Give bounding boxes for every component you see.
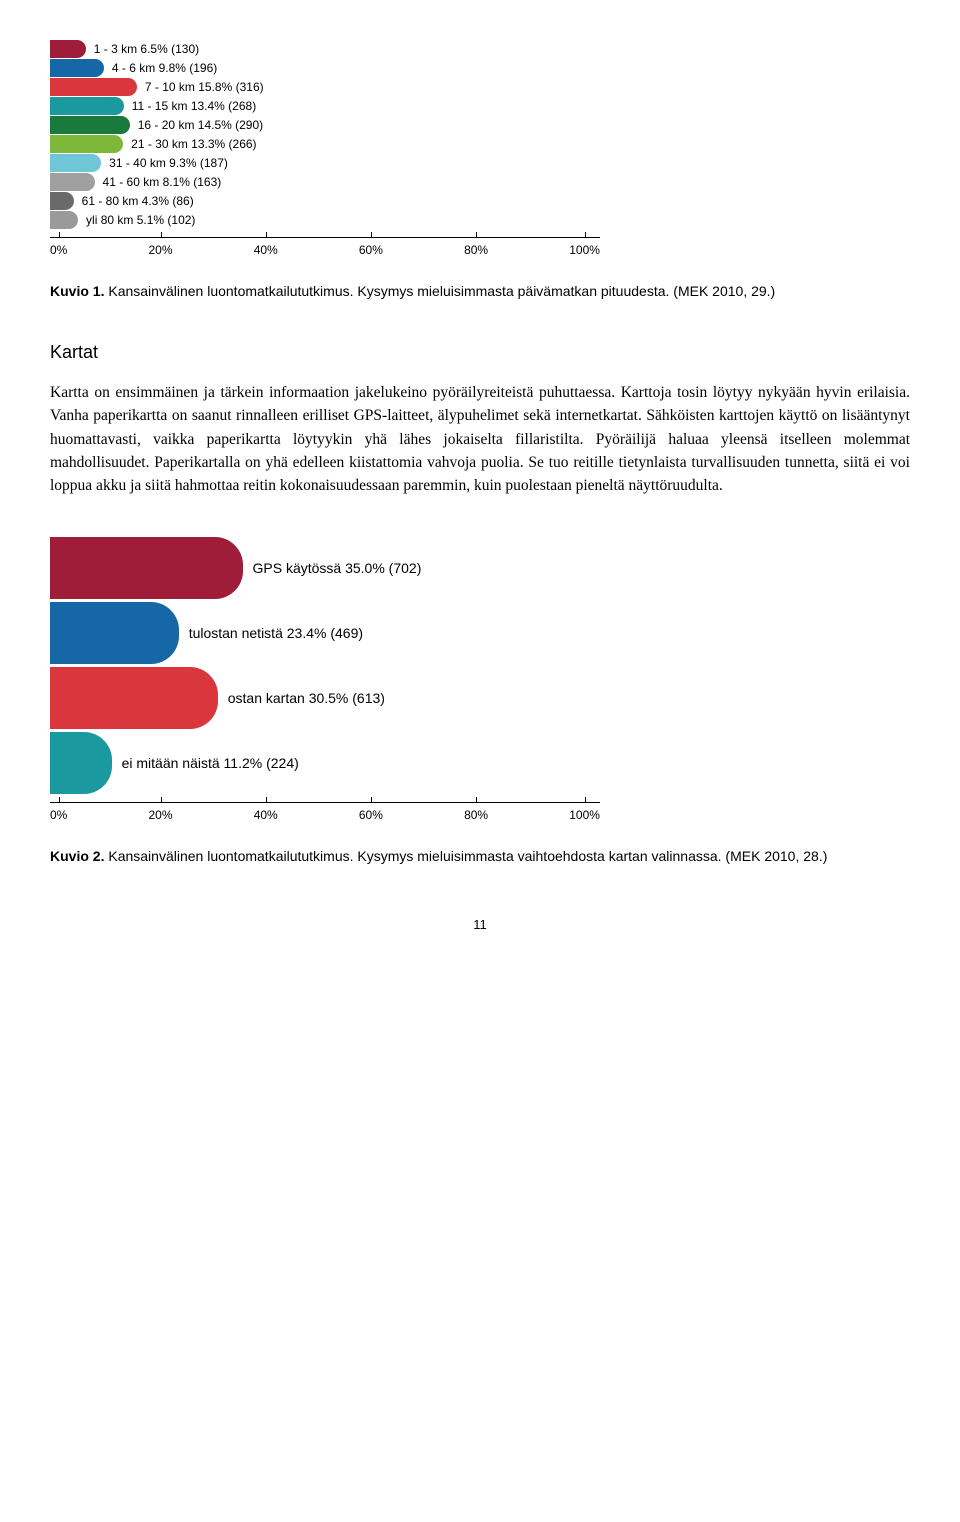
caption2-bold: Kuvio 2. <box>50 848 104 864</box>
caption1: Kuvio 1. Kansainvälinen luontomatkailutu… <box>50 281 910 302</box>
chart1-row-7: 41 - 60 km 8.1% (163) <box>50 173 600 191</box>
chart1-tick-5: 100% <box>569 243 600 257</box>
chart2-label-2: ostan kartan 30.5% (613) <box>228 690 385 706</box>
chart1-row-9: yli 80 km 5.1% (102) <box>50 211 600 229</box>
page-number: 11 <box>50 917 910 932</box>
chart1-label-0: 1 - 3 km 6.5% (130) <box>94 42 199 56</box>
chart2-tick-1: 20% <box>149 808 173 822</box>
chart1-bar-5 <box>50 135 123 153</box>
chart1-label-7: 41 - 60 km 8.1% (163) <box>103 175 222 189</box>
chart1-label-6: 31 - 40 km 9.3% (187) <box>109 156 228 170</box>
chart1-bar-6 <box>50 154 101 172</box>
chart1-bar-9 <box>50 211 78 229</box>
chart1-label-5: 21 - 30 km 13.3% (266) <box>131 137 256 151</box>
caption1-bold: Kuvio 1. <box>50 283 104 299</box>
chart1-tick-3: 60% <box>359 243 383 257</box>
chart1-bars: 1 - 3 km 6.5% (130) 4 - 6 km 9.8% (196) 7 … <box>50 40 600 229</box>
chart2-row-2: ostan kartan 30.5% (613) <box>50 667 600 729</box>
chart1-bar-7 <box>50 173 95 191</box>
chart1-tick-4: 80% <box>464 243 488 257</box>
chart2-tick-3: 60% <box>359 808 383 822</box>
chart1-row-4: 16 - 20 km 14.5% (290) <box>50 116 600 134</box>
chart2-label-0: GPS käytössä 35.0% (702) <box>253 560 422 576</box>
chart1-bar-8 <box>50 192 74 210</box>
chart2-tick-5: 100% <box>569 808 600 822</box>
chart2-bar-3 <box>50 732 112 794</box>
chart2-tick-2: 40% <box>254 808 278 822</box>
chart1-bar-4 <box>50 116 130 134</box>
chart2-bar-2 <box>50 667 218 729</box>
chart1-row-2: 7 - 10 km 15.8% (316) <box>50 78 600 96</box>
chart1-label-9: yli 80 km 5.1% (102) <box>86 213 195 227</box>
chart1: 1 - 3 km 6.5% (130) 4 - 6 km 9.8% (196) 7 … <box>50 40 910 257</box>
chart1-tick-2: 40% <box>254 243 278 257</box>
chart1-label-4: 16 - 20 km 14.5% (290) <box>138 118 263 132</box>
chart2-row-1: tulostan netistä 23.4% (469) <box>50 602 600 664</box>
chart1-row-1: 4 - 6 km 9.8% (196) <box>50 59 600 77</box>
caption1-text: Kansainvälinen luontomatkailututkimus. K… <box>104 283 775 299</box>
chart2-row-0: GPS käytössä 35.0% (702) <box>50 537 600 599</box>
chart1-bar-2 <box>50 78 137 96</box>
caption2-text: Kansainvälinen luontomatkailututkimus. K… <box>104 848 827 864</box>
chart1-row-8: 61 - 80 km 4.3% (86) <box>50 192 600 210</box>
chart1-bar-1 <box>50 59 104 77</box>
chart1-label-1: 4 - 6 km 9.8% (196) <box>112 61 217 75</box>
chart2-tick-4: 80% <box>464 808 488 822</box>
chart1-label-3: 11 - 15 km 13.4% (268) <box>132 99 257 113</box>
chart2-bar-1 <box>50 602 179 664</box>
chart1-row-5: 21 - 30 km 13.3% (266) <box>50 135 600 153</box>
chart2-label-1: tulostan netistä 23.4% (469) <box>189 625 363 641</box>
caption2: Kuvio 2. Kansainvälinen luontomatkailutu… <box>50 846 910 867</box>
chart1-row-6: 31 - 40 km 9.3% (187) <box>50 154 600 172</box>
chart1-bar-0 <box>50 40 86 58</box>
chart1-tick-0: 0% <box>50 243 67 257</box>
chart1-axis: 0% 20% 40% 60% 80% 100% <box>50 237 600 257</box>
chart2-bars: GPS käytössä 35.0% (702) tulostan netistä… <box>50 537 600 794</box>
chart2-label-3: ei mitään näistä 11.2% (224) <box>122 755 299 771</box>
chart2-axis: 0% 20% 40% 60% 80% 100% <box>50 802 600 822</box>
chart1-row-3: 11 - 15 km 13.4% (268) <box>50 97 600 115</box>
chart1-label-8: 61 - 80 km 4.3% (86) <box>82 194 194 208</box>
body-paragraph: Kartta on ensimmäinen ja tärkein informa… <box>50 381 910 497</box>
chart2-bar-0 <box>50 537 243 599</box>
chart2-tick-0: 0% <box>50 808 67 822</box>
chart1-bar-3 <box>50 97 124 115</box>
section-heading: Kartat <box>50 342 910 363</box>
chart1-label-2: 7 - 10 km 15.8% (316) <box>145 80 264 94</box>
chart2: GPS käytössä 35.0% (702) tulostan netistä… <box>50 537 910 822</box>
chart1-tick-1: 20% <box>149 243 173 257</box>
chart1-row-0: 1 - 3 km 6.5% (130) <box>50 40 600 58</box>
chart2-row-3: ei mitään näistä 11.2% (224) <box>50 732 600 794</box>
